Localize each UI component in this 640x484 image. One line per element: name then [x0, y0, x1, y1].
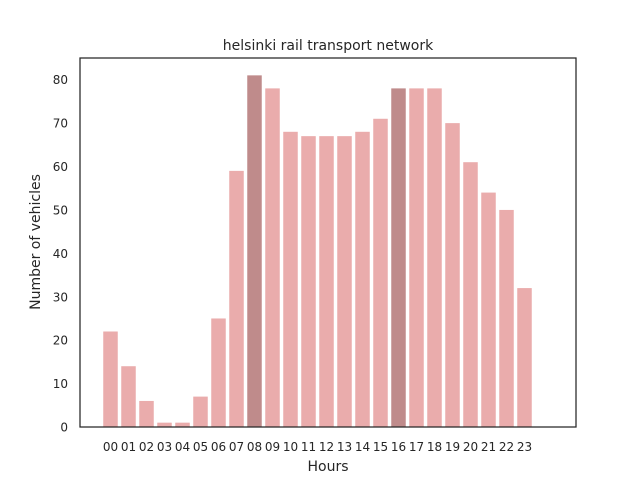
y-tick-label: 50	[53, 203, 68, 217]
bar-23	[517, 288, 532, 427]
x-tick-label: 10	[283, 440, 298, 454]
x-tick-label: 00	[103, 440, 118, 454]
bar-02	[139, 400, 154, 427]
bar-15	[373, 118, 388, 427]
bar-11	[301, 136, 316, 427]
bar-00	[103, 331, 118, 427]
bar-17	[409, 88, 424, 427]
y-tick-label: 70	[53, 117, 68, 131]
ticks-layer: 00 01 02 03 04 05 06 07 08 09 10 11 12 13 14 15 16 17 18 19…	[53, 73, 532, 454]
bar-19	[445, 123, 460, 428]
y-tick-label: 0	[60, 421, 68, 435]
x-tick-label: 20	[463, 440, 478, 454]
bar-06	[211, 318, 226, 427]
x-tick-label: 04	[175, 440, 190, 454]
bar-13	[337, 136, 352, 427]
y-tick-label: 40	[53, 247, 68, 261]
x-tick-label: 13	[337, 440, 352, 454]
x-tick-label: 17	[409, 440, 424, 454]
x-tick-label: 07	[229, 440, 244, 454]
x-tick-label: 15	[373, 440, 388, 454]
x-tick-label: 19	[445, 440, 460, 454]
bar-16	[391, 88, 406, 427]
y-tick-label: 20	[53, 334, 68, 348]
x-tick-label: 05	[193, 440, 208, 454]
plot-frame	[79, 57, 577, 428]
bar-05	[193, 396, 208, 427]
bar-01	[121, 366, 136, 427]
x-tick-label: 08	[247, 440, 262, 454]
x-tick-label: 23	[517, 440, 532, 454]
x-tick-label: 06	[211, 440, 226, 454]
x-tick-label: 02	[139, 440, 154, 454]
x-tick-label: 18	[427, 440, 442, 454]
bar-03	[157, 422, 172, 427]
x-tick-label: 11	[301, 440, 316, 454]
bars-layer	[103, 75, 532, 428]
bar-12	[319, 136, 334, 427]
y-axis-label: Number of vehicles	[28, 174, 44, 310]
chart-title: helsinki rail transport network	[223, 38, 434, 54]
x-tick-label: 16	[391, 440, 406, 454]
y-tick-label: 60	[53, 160, 68, 174]
bar-10	[283, 131, 298, 428]
x-tick-label: 01	[121, 440, 136, 454]
x-tick-label: 12	[319, 440, 334, 454]
bar-08	[247, 75, 262, 428]
y-tick-label: 10	[53, 377, 68, 391]
bar-14	[355, 131, 370, 428]
x-tick-label: 03	[157, 440, 172, 454]
x-tick-label: 21	[481, 440, 496, 454]
x-tick-label: 22	[499, 440, 514, 454]
bar-04	[175, 422, 190, 427]
bar-20	[463, 162, 478, 427]
y-tick-label: 80	[53, 73, 68, 87]
bar-18	[427, 88, 442, 427]
bar-21	[481, 192, 496, 427]
bar-07	[229, 170, 244, 427]
x-tick-label: 09	[265, 440, 280, 454]
bar-22	[499, 209, 514, 427]
x-axis-label: Hours	[307, 459, 348, 475]
x-tick-label: 14	[355, 440, 370, 454]
y-tick-label: 30	[53, 290, 68, 304]
bar-09	[265, 88, 280, 427]
